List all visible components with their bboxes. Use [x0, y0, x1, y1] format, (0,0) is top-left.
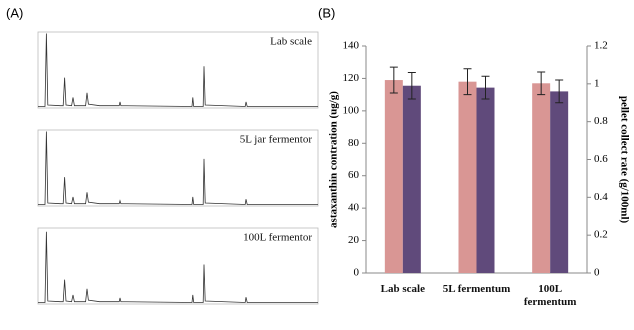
trace — [38, 231, 318, 303]
y-tick-label: 120 — [343, 72, 360, 84]
y2-axis-label: pellet collect rate (g/100ml) — [618, 96, 630, 224]
y2-tick-label: 1.2 — [594, 40, 608, 52]
error-bar — [481, 75, 490, 100]
panel-label: (B) — [318, 5, 335, 20]
y-tick-label: 80 — [348, 137, 360, 149]
y-tick-label: 40 — [348, 202, 360, 214]
y2-tick-label: 0.6 — [594, 153, 608, 165]
error-bar — [389, 66, 398, 94]
error-bar — [555, 79, 564, 104]
y-axis-label: astaxanthin contration (ug/g) — [328, 91, 340, 228]
error-bar — [463, 68, 472, 96]
plot-frame — [37, 31, 319, 109]
y-tick-label: 20 — [348, 234, 360, 246]
bar — [384, 80, 403, 273]
chart-title: Lab scale — [270, 36, 312, 48]
plot-frame — [37, 129, 319, 207]
y2-tick-label: 0.2 — [594, 229, 608, 241]
chart-title: 5L jar fermentor — [240, 134, 313, 146]
trace — [38, 131, 318, 205]
bar — [550, 91, 569, 274]
y-tick-label: 60 — [348, 169, 360, 181]
x-tick-label: 100L fermentum — [523, 283, 577, 308]
bar — [402, 85, 421, 273]
error-bar — [407, 71, 416, 100]
chart-title: 100L fermentor — [243, 232, 312, 244]
bar — [476, 87, 495, 273]
y-tick-label: 0 — [354, 267, 360, 279]
y2-tick-label: 0.8 — [594, 115, 608, 127]
y2-tick-label: 0.4 — [594, 191, 608, 203]
y-tick-label: 100 — [343, 104, 360, 116]
panel-label: (A) — [6, 5, 23, 20]
x-tick-label: Lab scale — [380, 283, 425, 295]
y2-tick-label: 0 — [594, 267, 600, 279]
x-tick-label: 5L fermentum — [442, 283, 511, 295]
y-tick-label: 140 — [343, 40, 360, 52]
bar — [532, 83, 551, 274]
plot-frame — [37, 227, 319, 305]
trace — [38, 33, 318, 107]
bar — [458, 81, 477, 274]
error-bar — [537, 71, 546, 96]
y2-tick-label: 1 — [594, 77, 600, 89]
